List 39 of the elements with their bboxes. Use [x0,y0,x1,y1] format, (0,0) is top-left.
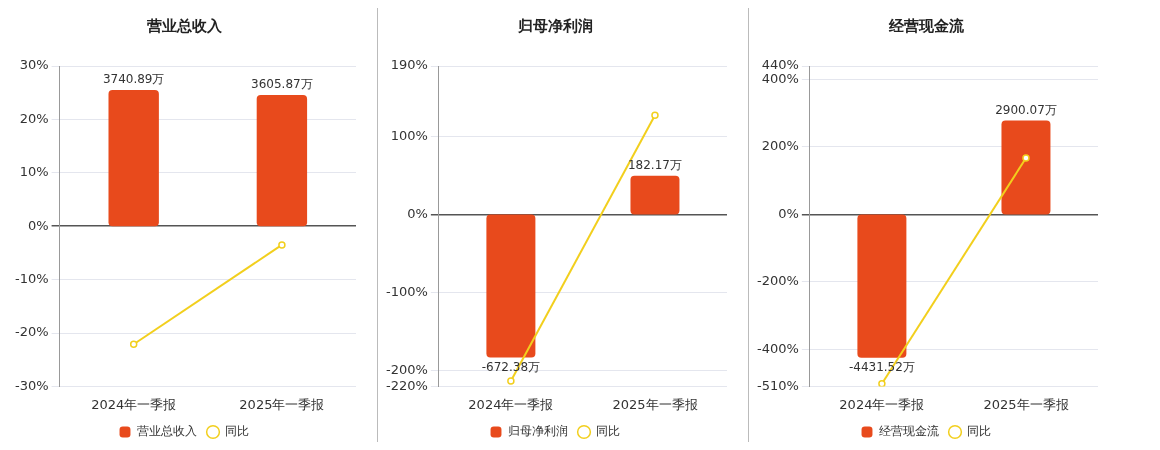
legend-label: 归母净利润 [508,424,568,439]
y-tick-label: -200% [757,273,799,289]
y-tick-label: 100% [390,127,428,143]
y-tick-label: -510% [757,377,799,393]
x-tick-label: 2025年一季报 [612,396,698,412]
data-label: 2900.07万 [995,102,1057,117]
y-tick-label: -10% [14,270,49,286]
legend-label: 同比 [225,424,249,439]
y-tick-label: 20% [19,110,49,126]
y-tick-label: 440% [761,57,799,73]
y-tick-label: 0% [778,205,799,221]
data-label: 3740.89万 [102,72,165,87]
chart-title: 归母净利润 [516,16,593,35]
chart-title: 营业总收入 [145,16,223,35]
y-tick-label: 10% [19,164,49,180]
y-tick-label: 200% [761,138,799,154]
y-tick-label: -100% [386,284,428,299]
x-tick-label: 2024年一季报 [839,396,925,412]
y-tick-label: 0% [27,217,49,233]
y-tick-label: -220% [386,377,428,393]
y-tick-label: 0% [407,205,428,221]
y-tick-label: -30% [14,377,49,393]
legend-label: 营业总收入 [137,424,197,439]
y-tick-label: 400% [761,70,799,86]
data-label: 3605.87万 [251,77,313,92]
y-tick-label: -200% [386,362,428,378]
x-tick-label: 2025年一季报 [239,396,325,412]
data-label: 182.17万 [627,157,682,172]
y-tick-label: 30% [19,57,49,73]
legend-label: 同比 [596,424,620,439]
legend-label: 同比 [967,424,991,439]
legend-label: 经营现金流 [879,424,939,439]
y-tick-label: -400% [757,340,799,356]
x-tick-label: 2025年一季报 [983,396,1069,412]
y-tick-label: 190% [390,57,428,73]
x-tick-label: 2024年一季报 [91,396,177,412]
x-tick-label: 2024年一季报 [468,396,554,412]
y-tick-label: -20% [14,324,49,340]
chart-title: 经营现金流 [887,16,965,35]
